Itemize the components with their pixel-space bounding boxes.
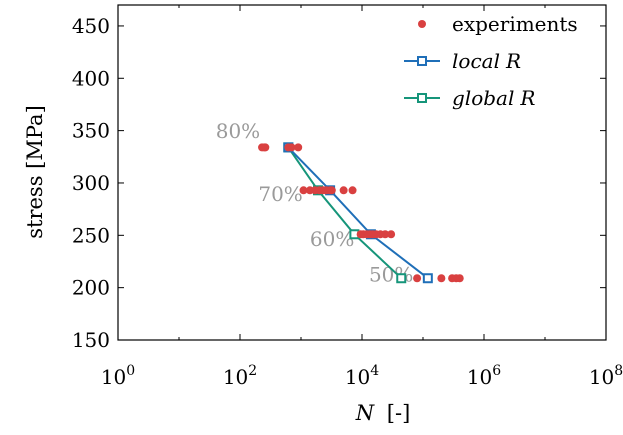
experiment-point <box>455 274 464 283</box>
x-tick-label: 108 <box>589 363 623 389</box>
x-tick-label: 102 <box>223 363 257 389</box>
x-tick-base: 10 <box>589 365 614 389</box>
x-tick-exp: 0 <box>126 363 135 379</box>
percent-annotation: 50% <box>369 262 413 286</box>
experiment-point <box>327 186 336 195</box>
legend-label: local R <box>452 49 521 73</box>
y-tick-label: 350 <box>72 119 110 143</box>
x-tick-exp: 2 <box>248 363 257 379</box>
experiment-point <box>381 230 390 239</box>
x-tick-label: 100 <box>101 363 135 389</box>
series-line <box>287 146 402 279</box>
y-tick-label: 300 <box>72 171 110 195</box>
experiment-point <box>339 186 348 195</box>
x-tick-base: 10 <box>467 365 492 389</box>
experiment-point <box>413 274 422 283</box>
annotations: 80% 70% 60% 50% <box>216 119 414 286</box>
experiment-point <box>387 230 396 239</box>
legend-marker <box>417 93 427 103</box>
legend-marker <box>417 56 427 66</box>
plot-frame <box>117 4 607 341</box>
legend-label-var: local <box>452 49 500 73</box>
legend-label-var: global <box>452 86 514 110</box>
legend-label-experiments: experiments <box>452 12 578 36</box>
x-tick-label: 106 <box>467 363 501 389</box>
x-axis-label-var: N <box>355 401 375 425</box>
legend-label-sym: R <box>505 49 521 73</box>
x-axis-ticks: 100 102 104 106 108 <box>101 5 623 389</box>
legend-label-sym: R <box>519 86 535 110</box>
x-tick-base: 10 <box>101 365 126 389</box>
experiment-point <box>294 143 303 152</box>
y-axis-ticks: 150 200 250 300 350 400 450 <box>72 14 606 352</box>
y-axis-label: stress [MPa] <box>23 105 47 239</box>
experiment-point <box>437 274 446 283</box>
x-tick-label: 104 <box>345 363 379 389</box>
series-line <box>287 146 429 279</box>
y-tick-label: 400 <box>72 66 110 90</box>
series-marker <box>422 273 433 284</box>
percent-annotation: 60% <box>310 227 354 251</box>
experiment-point <box>348 186 357 195</box>
legend-marker-experiments <box>418 20 426 28</box>
experiment-point <box>299 186 308 195</box>
y-tick-label: 250 <box>72 223 110 247</box>
y-tick-label: 450 <box>72 14 110 38</box>
experiment-point <box>261 143 270 152</box>
x-axis-label-unit: [-] <box>387 401 410 425</box>
experiment-points <box>258 143 464 283</box>
x-tick-base: 10 <box>345 365 370 389</box>
y-tick-label: 150 <box>72 328 110 352</box>
experiment-point <box>287 143 296 152</box>
x-axis-label: N [-] <box>355 401 411 425</box>
series-marker <box>396 273 407 284</box>
percent-annotation: 80% <box>216 119 260 143</box>
x-tick-exp: 4 <box>370 363 379 379</box>
y-tick-label: 200 <box>72 276 110 300</box>
percent-annotation: 70% <box>258 182 302 206</box>
x-tick-exp: 8 <box>614 363 623 379</box>
x-tick-exp: 6 <box>492 363 501 379</box>
legend-label: global R <box>452 86 535 110</box>
x-tick-base: 10 <box>223 365 248 389</box>
